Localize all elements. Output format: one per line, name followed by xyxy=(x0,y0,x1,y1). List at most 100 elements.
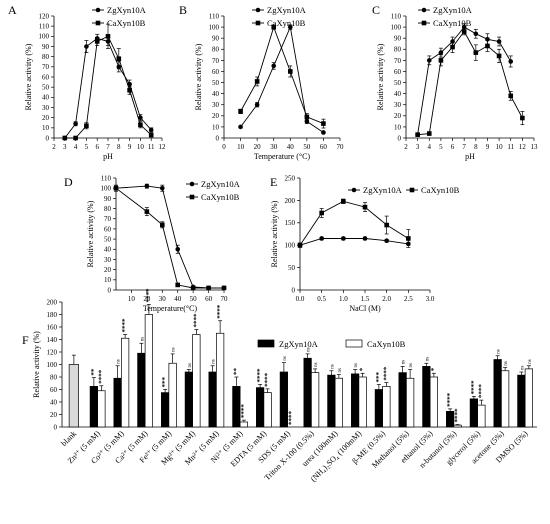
x-tick-label: 12 xyxy=(159,143,167,151)
y-axis-label: Relative activity (%) xyxy=(24,43,33,110)
x-tick-label: 8 xyxy=(117,143,121,151)
x-tick-label: 10 xyxy=(137,143,145,151)
chart-panel-e: E 0 50 100 150 200 250 Relative activity (%) 0.0… xyxy=(270,174,460,313)
bar xyxy=(97,390,106,428)
x-tick-label: 30 xyxy=(159,295,167,303)
significance-label: **** xyxy=(145,288,153,303)
x-tick-label: 5 xyxy=(85,143,89,151)
significance-label: **** xyxy=(382,366,390,381)
series-caxyn10b xyxy=(297,198,411,248)
data-point xyxy=(84,44,89,49)
series-line xyxy=(299,238,409,246)
y-tick-label: 90 xyxy=(212,35,220,43)
data-point xyxy=(438,58,444,63)
significance-label: ns xyxy=(188,363,193,368)
data-point xyxy=(73,121,78,127)
data-point xyxy=(105,34,111,39)
x-tick-label: 20 xyxy=(254,143,262,151)
data-point xyxy=(113,185,119,191)
y-axis-label: Relative activity (%) xyxy=(86,200,95,267)
significance-label: **** xyxy=(192,313,200,328)
bar xyxy=(453,424,462,428)
y-tick-label: 0 xyxy=(108,286,112,294)
data-point xyxy=(271,63,277,69)
y-tick-label: 30 xyxy=(104,256,112,264)
y-axis-label: Relative activity (%) xyxy=(376,43,385,110)
data-point xyxy=(175,246,181,252)
data-point xyxy=(438,50,444,55)
y-tick-label: 40 xyxy=(104,246,112,254)
x-axis-label: Temperature(°C) xyxy=(143,304,198,313)
bar xyxy=(263,392,272,428)
y-tick-label: 0 xyxy=(292,286,296,294)
data-point xyxy=(190,285,196,291)
significance-label: **** xyxy=(97,369,105,384)
y-tick-label: 110 xyxy=(101,174,112,182)
data-point xyxy=(221,285,227,291)
data-point xyxy=(127,81,132,87)
series-caxyn10b xyxy=(238,24,326,129)
bar xyxy=(398,372,407,428)
significance-label: ns xyxy=(520,366,525,371)
y-tick-label: 70 xyxy=(212,57,220,65)
bar xyxy=(517,374,526,428)
panel-label: C xyxy=(372,3,380,17)
data-point xyxy=(159,222,165,228)
series-zgxyn10a xyxy=(415,23,514,137)
legend-label: ZgXyn10A xyxy=(107,5,147,15)
x-tick-label: 6 xyxy=(451,143,455,151)
y-tick-label: 200 xyxy=(47,298,58,306)
data-point xyxy=(321,130,326,135)
data-point xyxy=(254,102,260,108)
y-tick-label: 80 xyxy=(42,53,50,61)
significance-label: ns xyxy=(307,347,312,352)
y-tick-label: 140 xyxy=(47,336,58,344)
series-caxyn10b xyxy=(113,184,227,291)
data-point xyxy=(384,238,389,244)
data-point xyxy=(450,44,455,50)
x-tick-label: 50 xyxy=(190,295,198,303)
legend: ZgXyn10A CaXyn10B xyxy=(348,185,460,195)
legend-marker xyxy=(421,20,427,26)
data-point xyxy=(341,236,346,241)
x-axis-label: pH xyxy=(103,152,113,161)
legend-marker xyxy=(255,20,261,26)
x-axis-label: pH xyxy=(465,152,475,161)
y-tick-label: 20 xyxy=(394,112,402,120)
bar xyxy=(469,398,478,428)
data-point xyxy=(84,123,89,129)
data-point xyxy=(62,135,68,141)
legend-marker xyxy=(351,187,357,193)
y-tick-label: 150 xyxy=(285,219,296,227)
bar xyxy=(311,372,320,428)
data-point xyxy=(271,24,277,30)
data-point xyxy=(384,222,389,228)
legend-label: ZgXyn10A xyxy=(279,339,319,349)
y-tick-label: 60 xyxy=(394,68,402,76)
series-line xyxy=(417,30,523,136)
y-tick-label: 80 xyxy=(394,46,402,54)
data-point xyxy=(238,124,243,130)
significance-label: *** xyxy=(161,377,169,388)
data-point xyxy=(73,135,78,141)
data-point xyxy=(508,59,514,64)
data-point xyxy=(485,43,490,49)
significance-label: ns xyxy=(330,364,335,369)
x-tick-label: 2 xyxy=(52,143,56,151)
y-tick-label: 120 xyxy=(39,12,50,20)
chart-panel-d: D 0 10 20 30 40 50 60 70 80 90 100 110 Relative activ… xyxy=(64,174,241,313)
significance-label: ns xyxy=(314,362,319,367)
bar xyxy=(208,371,217,428)
legend: ZgXyn10A CaXyn10B xyxy=(92,5,147,28)
y-tick-label: 110 xyxy=(39,23,50,31)
x-tick-label: 5 xyxy=(439,143,443,151)
y-tick-label: 40 xyxy=(50,398,58,406)
legend-marker xyxy=(421,7,427,13)
x-tick-label: 1.0 xyxy=(339,295,348,303)
x-tick-label: 2.0 xyxy=(382,295,391,303)
series-caxyn10b xyxy=(62,23,154,141)
data-point xyxy=(144,183,150,189)
significance-label: **** xyxy=(216,304,224,319)
data-point xyxy=(341,198,346,204)
